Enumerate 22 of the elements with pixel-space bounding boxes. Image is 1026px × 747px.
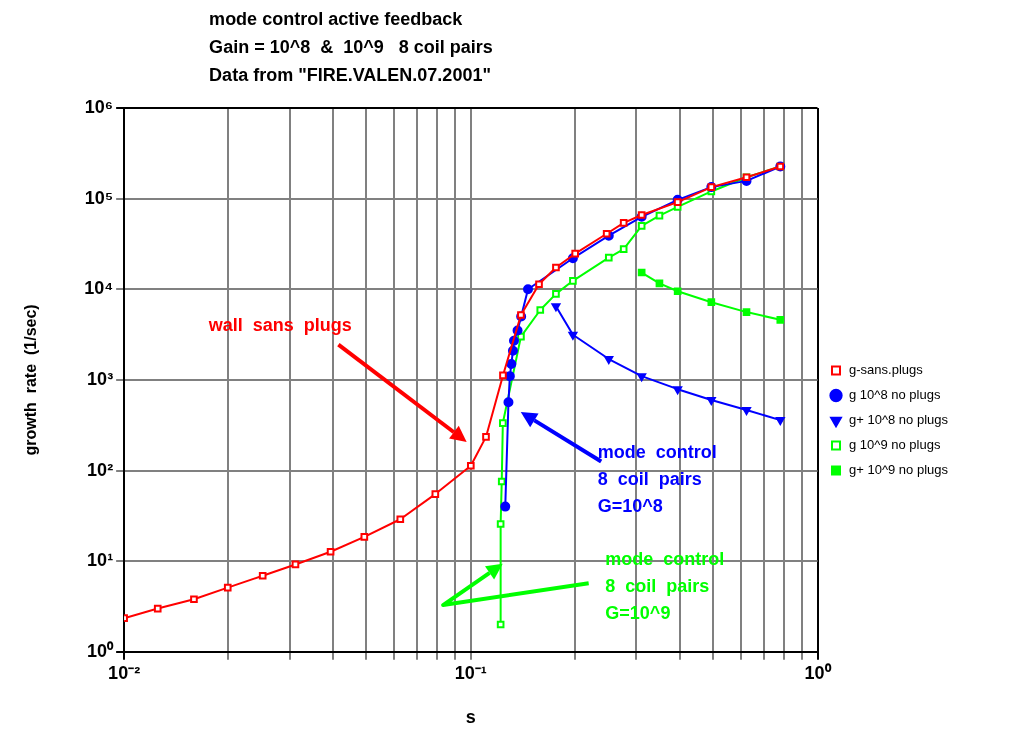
chart-title: mode control active feedback [209, 8, 464, 29]
legend-label: g+ 10^9 no plugs [849, 462, 949, 478]
legend-label: g-sans.plugs [849, 362, 924, 378]
annotation: mode control 8 coil pairs G=10^9 [605, 549, 725, 624]
legend-label: g 10^9 no plugs [849, 437, 941, 453]
x-axis-title: s [465, 707, 476, 728]
y-axis-title: growth rate (1/sec) [22, 304, 40, 456]
y-tick-label: 10⁰ [87, 640, 115, 661]
y-tick-label: 10⁶ [84, 96, 114, 117]
y-tick-label: 10³ [87, 368, 114, 389]
y-tick-label: 10¹ [87, 550, 114, 571]
y-tick-label: 10⁴ [84, 278, 114, 299]
y-tick-label: 10² [87, 459, 114, 480]
x-tick-label: 10⁰ [804, 662, 832, 683]
x-tick-label: 10⁻² [108, 662, 141, 683]
legend-label: g 10^8 no plugs [849, 387, 941, 403]
chart-subtitle: Gain = 10^8 & 10^9 8 coil pairs Data from "FIRE.VALEN.07.2001" [209, 36, 493, 85]
x-tick-label: 10⁻¹ [454, 662, 487, 683]
annotation: mode control 8 coil pairs G=10^8 [597, 441, 717, 516]
legend-label: g+ 10^8 no plugs [849, 412, 949, 428]
y-tick-label: 10⁵ [84, 187, 114, 208]
annotation: wall sans plugs [207, 315, 352, 336]
